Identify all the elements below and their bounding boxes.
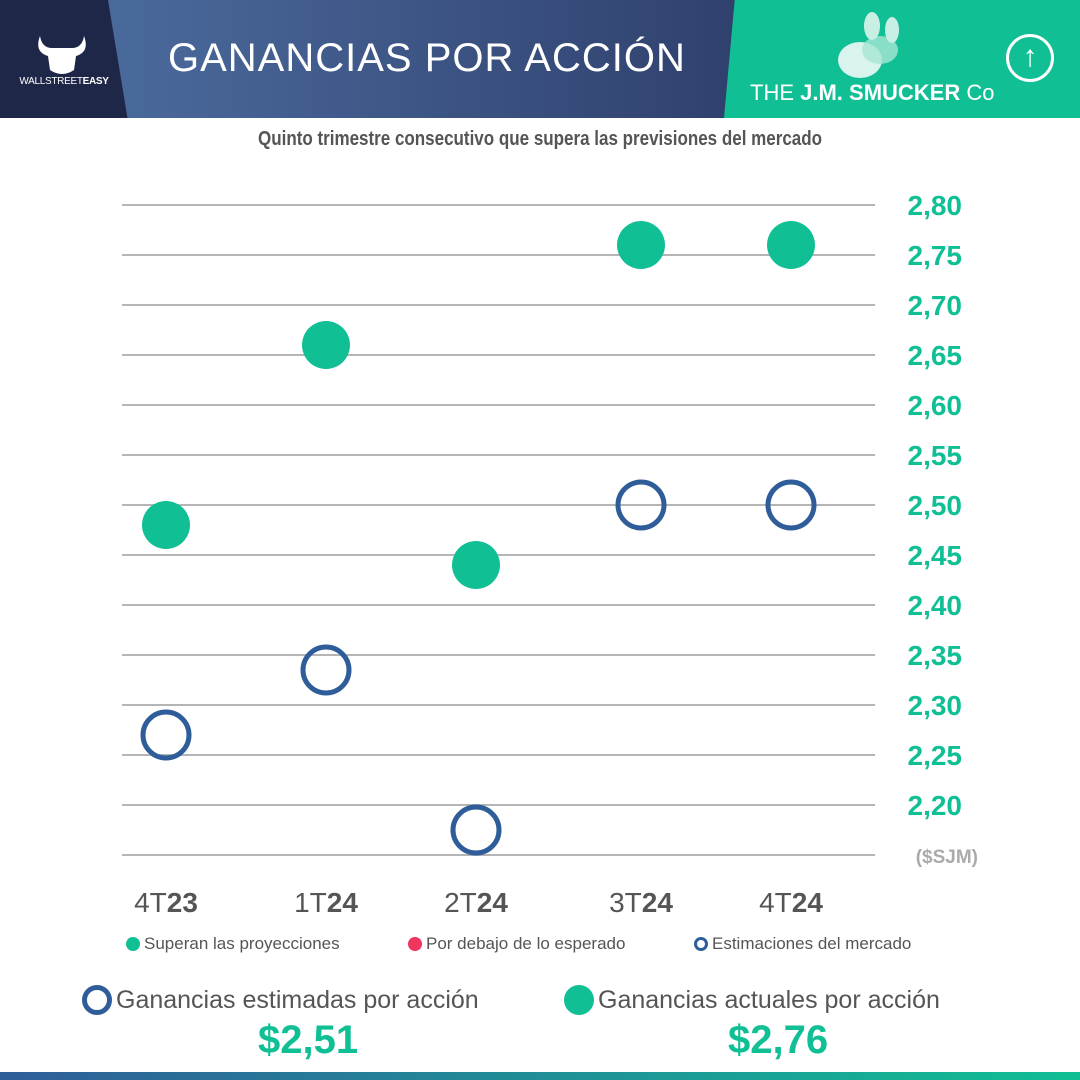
- estimate-point: [140, 709, 192, 761]
- legend-estimate: Estimaciones del mercado: [694, 934, 911, 954]
- y-axis-label: ($SJM): [916, 847, 978, 868]
- leaf-logo-icon: [838, 12, 899, 78]
- actual-point: [617, 221, 665, 269]
- x-tick-label: 4T24: [759, 887, 823, 918]
- summary-actual-value: $2,76: [728, 1018, 829, 1062]
- company-suffix: Co: [960, 80, 995, 105]
- estimate-point: [300, 644, 352, 696]
- estimate-point: [615, 479, 667, 531]
- y-tick-label: 2,65: [908, 340, 963, 371]
- brand-logo: WALLSTREETEASY: [0, 76, 128, 87]
- y-tick-label: 2,50: [908, 490, 963, 521]
- y-tick-label: 2,45: [908, 540, 963, 571]
- x-tick-label: 1T24: [294, 887, 358, 918]
- y-tick-label: 2,55: [908, 440, 963, 471]
- y-tick-label: 2,60: [908, 390, 963, 421]
- header-title-panel: [108, 0, 758, 118]
- miss-dot-icon: [408, 937, 422, 951]
- company-logo: THE J.M. SMUCKER Co: [750, 80, 995, 106]
- company-light: THE: [750, 80, 801, 105]
- company-bold: J.M. SMUCKER: [800, 80, 961, 105]
- brand-bold: EASY: [82, 76, 109, 87]
- actual-point: [142, 501, 190, 549]
- legend-miss-label: Por debajo de lo esperado: [426, 934, 626, 953]
- chart-subtitle: Quinto trimestre consecutivo que supera …: [257, 128, 823, 150]
- legend-beat-label: Superan las proyecciones: [144, 934, 340, 953]
- actual-dot-icon: [564, 985, 594, 1015]
- estimate-ring-icon: [694, 937, 708, 951]
- arrow-up-circle-icon: ↑: [1006, 34, 1054, 82]
- y-tick-label: 2,35: [908, 640, 963, 671]
- y-tick-label: 2,70: [908, 290, 963, 321]
- page-title: GANANCIAS POR ACCIÓN: [168, 36, 686, 80]
- estimate-ring-icon: [82, 985, 112, 1015]
- actual-point: [452, 541, 500, 589]
- summary-actual-label: Ganancias actuales por acción: [598, 985, 940, 1014]
- x-tick-label: 4T23: [134, 887, 198, 918]
- summary-actual: Ganancias actuales por acción: [564, 985, 940, 1015]
- y-tick-label: 2,40: [908, 590, 963, 621]
- y-tick-label: 2,20: [908, 790, 963, 821]
- summary-estimate-value: $2,51: [258, 1018, 359, 1062]
- y-tick-label: 2,75: [908, 240, 963, 271]
- brand-light: WALLSTREET: [19, 76, 83, 87]
- footer-bar: [0, 1072, 1080, 1080]
- actual-point: [302, 321, 350, 369]
- legend-miss: Por debajo de lo esperado: [408, 934, 625, 954]
- legend-beat: Superan las proyecciones: [126, 934, 340, 954]
- estimate-point: [450, 804, 502, 856]
- y-tick-label: 2,80: [908, 190, 963, 221]
- summary-estimate: Ganancias estimadas por acción: [82, 985, 479, 1015]
- estimate-point: [765, 479, 817, 531]
- summary-estimate-label: Ganancias estimadas por acción: [116, 985, 479, 1014]
- x-tick-label: 3T24: [609, 887, 673, 918]
- legend-estimate-label: Estimaciones del mercado: [712, 934, 912, 953]
- actual-point: [767, 221, 815, 269]
- x-tick-label: 2T24: [444, 887, 508, 918]
- beat-dot-icon: [126, 937, 140, 951]
- y-tick-label: 2,25: [908, 740, 963, 771]
- bull-logo-icon: [38, 36, 86, 74]
- scatter-chart: 2,80 2,75 2,70 2,65 2,60 2,55 2,50 2,45 2,40 2,35…: [122, 190, 978, 918]
- y-tick-label: 2,30: [908, 690, 963, 721]
